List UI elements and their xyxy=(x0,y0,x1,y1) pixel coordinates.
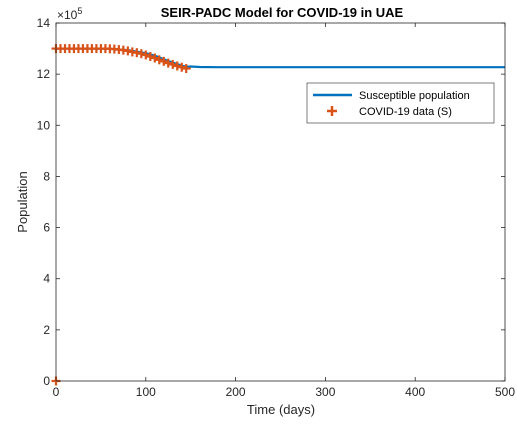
x-axis-label: Time (days) xyxy=(247,402,315,417)
y-tick-label: 6 xyxy=(43,221,50,235)
y-axis-label: Population xyxy=(15,171,30,232)
y-tick-label: 14 xyxy=(37,16,51,30)
x-tick-label: 0 xyxy=(53,385,60,399)
x-tick-label: 400 xyxy=(405,385,425,399)
data-point-covid xyxy=(172,61,182,71)
data-point-covid xyxy=(154,55,164,65)
data-point-covid xyxy=(159,56,169,66)
y-tick-label: 4 xyxy=(43,272,50,286)
data-point-covid xyxy=(177,62,187,72)
y-multiplier: ×105 xyxy=(57,6,82,22)
data-point-covid xyxy=(150,53,160,63)
legend-label-covid-data: COVID-19 data (S) xyxy=(359,106,452,118)
chart-title: SEIR-PADC Model for COVID-19 in UAE xyxy=(161,5,404,20)
x-tick-label: 500 xyxy=(495,385,515,399)
y-tick-label: 0 xyxy=(43,374,50,388)
data-point-covid xyxy=(136,49,146,59)
y-tick-label: 10 xyxy=(37,118,51,132)
data-point-covid xyxy=(141,50,151,60)
y-tick-label: 2 xyxy=(43,323,50,337)
legend-marker-covid-data xyxy=(327,106,337,116)
y-multiplier-base: ×10 xyxy=(57,8,78,22)
x-tick-label: 200 xyxy=(226,385,246,399)
y-tick-label: 12 xyxy=(37,67,51,81)
ticks: 0 100 200 300 400 500 0 2 4 6 8 10 12 14 xyxy=(37,16,516,399)
x-tick-label: 300 xyxy=(315,385,335,399)
legend-box xyxy=(306,82,495,124)
legend: Susceptible population COVID-19 data (S) xyxy=(306,82,495,124)
data-point-covid xyxy=(145,51,155,61)
data-point-covid xyxy=(163,58,173,68)
data-point-covid xyxy=(181,64,191,74)
plot-border xyxy=(55,22,506,382)
y-multiplier-exponent: 5 xyxy=(77,6,82,16)
y-tick-label: 8 xyxy=(43,169,50,183)
plot-area xyxy=(56,23,505,381)
x-tick-label: 100 xyxy=(136,385,156,399)
legend-label-susceptible: Susceptible population xyxy=(359,90,470,102)
data-point-covid xyxy=(168,59,178,69)
